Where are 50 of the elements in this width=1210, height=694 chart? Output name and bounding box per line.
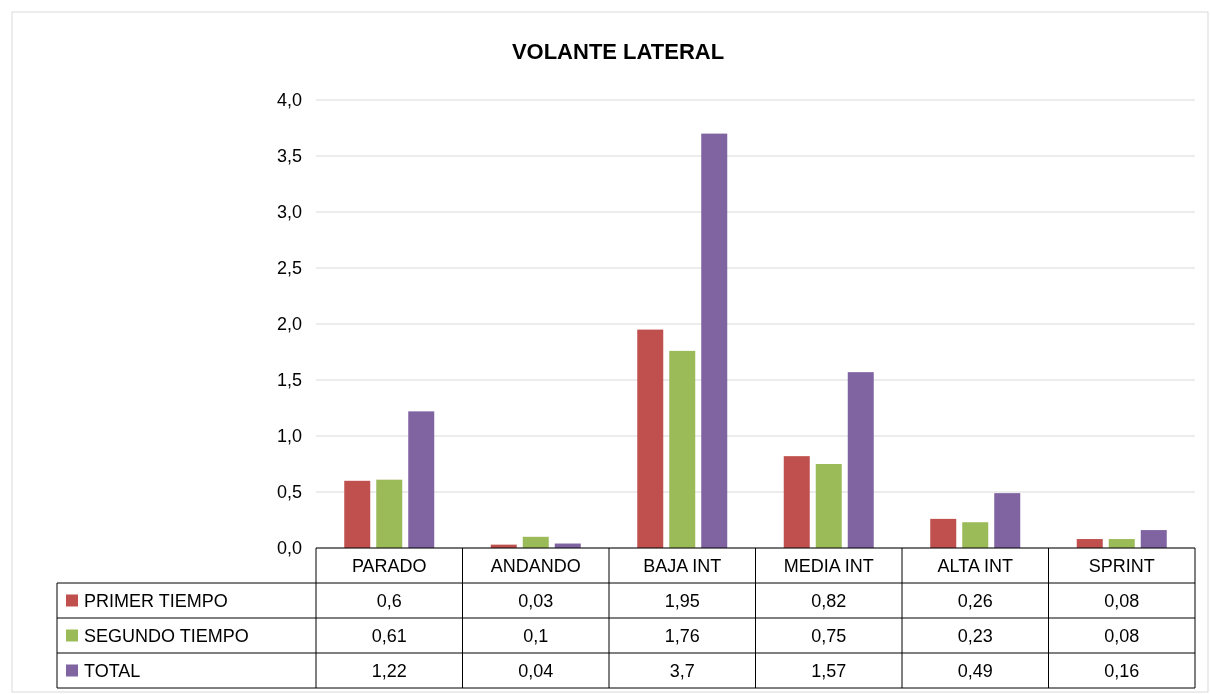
data-label: 0,08 [1104,590,1140,611]
y-tick-label: 4,0 [276,90,302,111]
data-label: 0,04 [518,660,554,681]
bar [408,411,435,548]
y-tick-label: 2,5 [276,258,302,279]
y-tick-label: 1,5 [276,370,302,391]
y-tick-label: 2,0 [276,314,302,335]
y-tick-label: 0,5 [276,482,302,503]
chart-title: VOLANTE LATERAL [511,39,725,64]
data-label: 0,16 [1104,660,1140,681]
x-tick-label: ANDANDO [490,555,581,576]
bar [930,518,957,548]
x-tick-label: BAJA INT [643,555,722,576]
data-label: 0,03 [518,590,554,611]
data-label: 0,26 [957,590,993,611]
data-label: 0,75 [811,625,847,646]
data-label: 0,82 [811,590,847,611]
bar [701,133,728,548]
legend-label: SEGUNDO TIEMPO [84,625,249,646]
data-label: 0,61 [371,625,407,646]
y-tick-label: 0,0 [276,538,302,559]
bar [376,479,403,548]
x-tick-label: ALTA INT [937,555,1013,576]
legend-label: TOTAL [84,660,141,681]
data-label: 0,49 [957,660,993,681]
x-tick-label: MEDIA INT [783,555,874,576]
x-tick-label: SPRINT [1088,555,1155,576]
y-tick-label: 1,0 [276,426,302,447]
bar [815,464,842,548]
bar [637,329,664,548]
bar [669,350,696,548]
data-label: 0,1 [523,625,549,646]
data-label: 1,22 [371,660,407,681]
x-tick-label: PARADO [351,555,427,576]
bar [994,493,1021,548]
bar [344,480,371,548]
data-label: 3,7 [669,660,695,681]
bar [847,372,874,548]
data-label: 0,08 [1104,625,1140,646]
y-tick-label: 3,5 [276,146,302,167]
y-tick-label: 3,0 [276,202,302,223]
data-label: 1,95 [664,590,700,611]
data-label: 0,6 [376,590,402,611]
legend-label: PRIMER TIEMPO [84,590,228,611]
data-label: 1,57 [811,660,847,681]
bar [783,456,810,548]
bar [962,522,989,548]
bar [1140,530,1167,548]
data-label: 0,23 [957,625,993,646]
data-label: 1,76 [664,625,700,646]
